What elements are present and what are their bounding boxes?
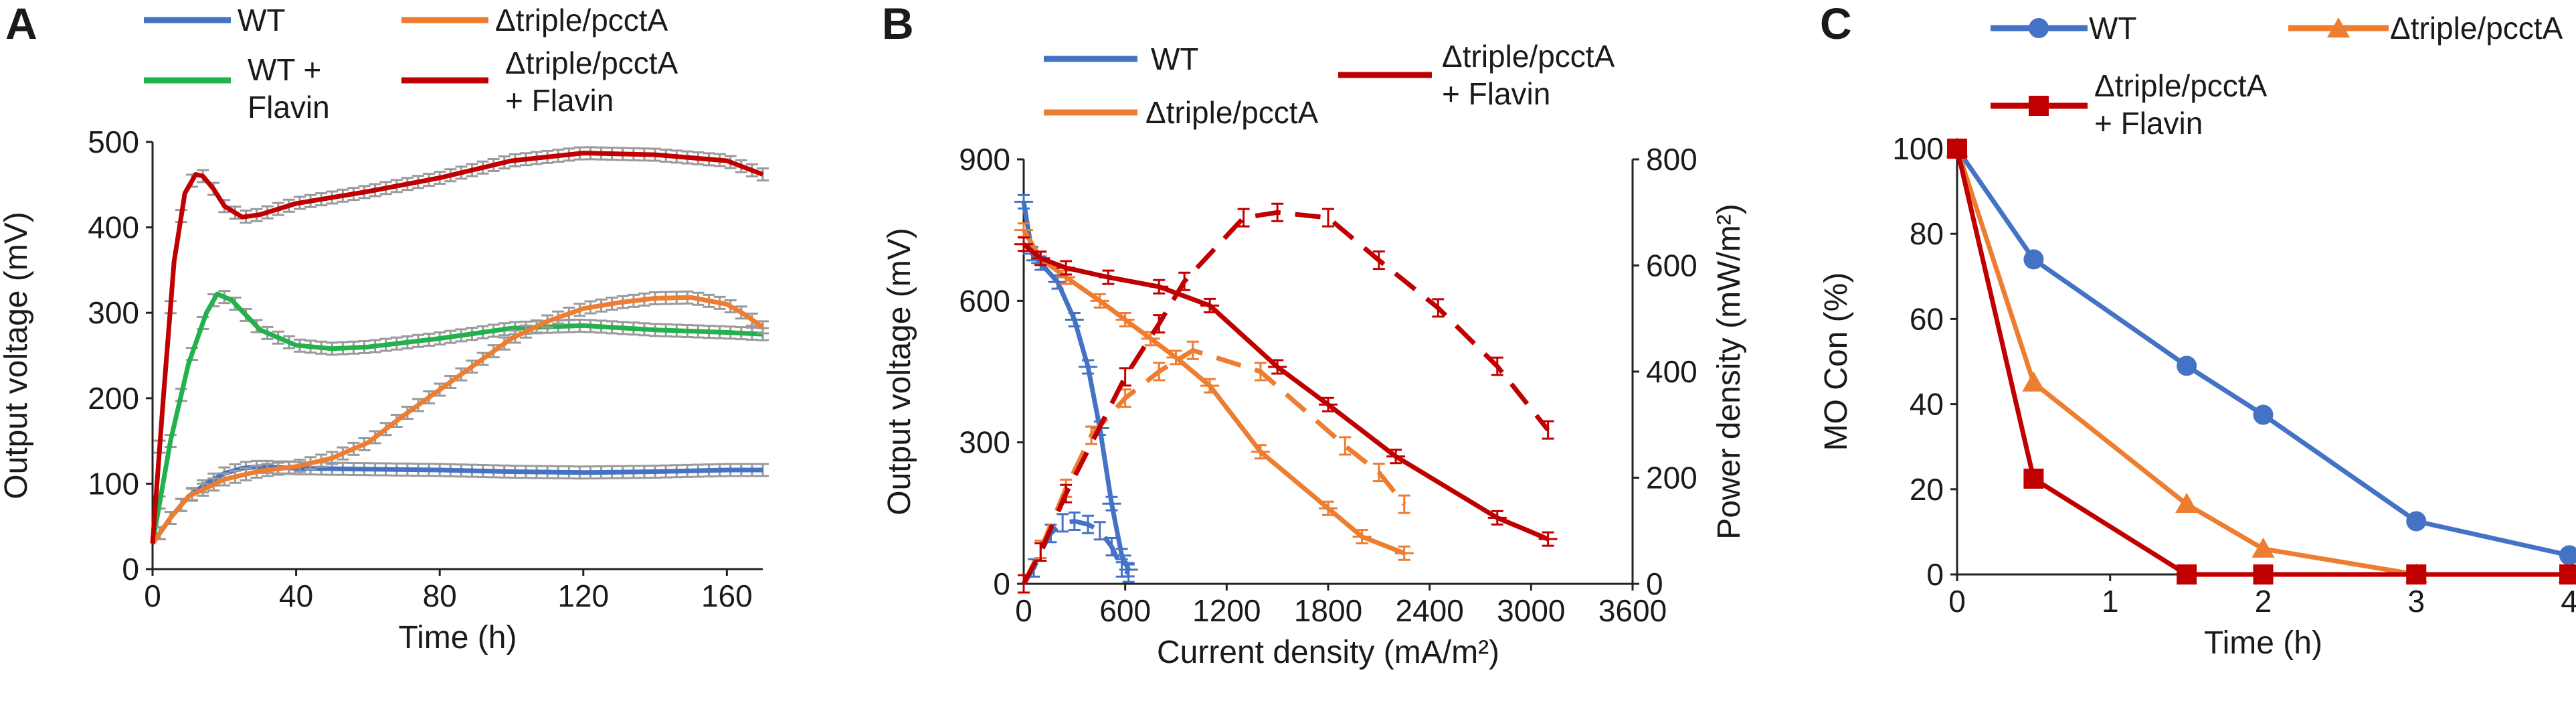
legend-c-label-dtf-1: Δtriple/pcctA [2094,68,2268,103]
y-tick-label: 0 [1926,557,1944,592]
data-point-dt [2022,371,2045,392]
y2-tick-label: 600 [1646,248,1697,283]
x-axis-title: Time (h) [399,620,517,655]
y-tick-label: 80 [1910,216,1944,251]
legend-a: WT Δtriple/pcctA WT + Flavin Δtriple/pcc… [144,3,678,125]
series-line-wt [1955,147,2570,558]
x-tick-label: 120 [557,578,609,613]
x-tick-label: 3000 [1497,593,1565,628]
data-point-wt [2253,404,2274,425]
series-line-dt [151,295,765,545]
legend-a-label-dtf-1: Δtriple/pcctA [505,46,678,80]
y2-axis-title: Power density (mW/m²) [1712,204,1747,539]
legend-b-label-dt: Δtriple/pcctA [1145,95,1319,130]
x-axis-title: Current density (mA/m²) [1157,635,1499,670]
data-point-wt [2177,356,2197,376]
x-tick-label: 1 [2102,584,2119,619]
data-point-wt [2559,545,2576,566]
x-axis-title: Time (h) [2204,625,2322,661]
y-tick-label: 600 [959,283,1010,318]
legend-b: WT Δtriple/pcctA Δtriple/pcctA + Flavin [1044,39,1615,130]
x-tick-label: 0 [1948,584,1966,619]
y-axis-title: MO Con (%) [1819,272,1854,451]
x-tick-label: 40 [279,578,313,613]
voltage-line-dtf [1022,242,1549,542]
legend-c-marker-dt [2327,17,2350,37]
legend-c-marker-wt [2029,18,2049,38]
y-tick-label: 0 [122,552,139,587]
legend-c: WT Δtriple/pcctA Δtriple/pcctA + Flavin [1991,11,2563,141]
data-point-dtf [2253,564,2274,585]
y-tick-label: 60 [1910,301,1944,336]
x-tick-label: 0 [144,578,161,613]
series-line-wtf [150,291,763,544]
x-tick-label: 1200 [1192,593,1261,628]
y-tick-label: 200 [88,381,139,416]
legend-b-label-wt: WT [1151,42,1199,76]
y-tick-label: 40 [1910,387,1944,422]
data-point-dtf [2406,564,2427,585]
legend-a-label-wtf-1: WT + [248,52,321,87]
legend-b-label-dtf-2: + Flavin [1442,76,1550,111]
panel-a-chart: 0 40 80 120 160 0 100 200 300 400 500 Time (h) Outpu… [0,125,769,655]
legend-c-marker-dtf [2029,96,2049,116]
x-tick-label: 80 [423,578,457,613]
legend-a-label-wtf-2: Flavin [248,90,330,125]
data-point-dtf [2177,564,2197,585]
legend-c-label-dt: Δtriple/pcctA [2390,11,2563,46]
panel-letter-b: B [882,0,914,48]
legend-a-label-wt: WT [238,3,286,37]
data-point-dtf [2559,564,2576,585]
series-line-dtf [1954,148,2569,577]
y-tick-label: 900 [959,142,1010,177]
legend-c-label-dtf-2: + Flavin [2094,106,2203,141]
legend-a-label-dt: Δtriple/pcctA [495,3,668,37]
panel-letter-c: C [1820,0,1852,48]
y-tick-label: 300 [88,295,139,330]
legend-a-label-dtf-2: + Flavin [505,83,614,118]
series-line-dt [1954,147,2569,577]
legend-b-label-dtf-1: Δtriple/pcctA [1442,39,1615,74]
y2-tick-label: 200 [1646,461,1697,495]
data-point-dt [2175,493,2199,514]
x-tick-label: 2 [2255,584,2272,619]
x-tick-label: 600 [1099,593,1151,628]
x-tick-label: 160 [701,578,753,613]
y2-tick-label: 0 [1646,566,1663,601]
legend-c-label-wt: WT [2089,11,2137,46]
y2-tick-label: 400 [1646,354,1697,389]
y-tick-label: 0 [993,566,1010,601]
panel-letter-a: A [5,0,37,48]
x-tick-label: 1800 [1294,593,1362,628]
y-tick-label: 400 [88,210,139,245]
y-axis-title: Output voltage (mV) [882,228,917,516]
y-tick-label: 300 [959,425,1010,460]
x-tick-label: 4 [2561,584,2576,619]
y-tick-label: 100 [1892,131,1944,166]
x-tick-label: 3600 [1598,593,1667,628]
x-tick-label: 3 [2407,584,2425,619]
panel-b-chart: 0 600 1200 1800 2400 3000 36000300600900Curren… [882,142,1747,670]
y-tick-label: 100 [88,466,139,501]
data-point-dtf [1947,139,1967,159]
y-tick-label: 20 [1910,472,1944,507]
x-tick-label: 0 [1015,593,1032,628]
x-tick-label: 2400 [1395,593,1463,628]
data-point-dtf [2023,468,2044,489]
data-point-wt [2023,249,2044,270]
data-point-wt [2406,511,2427,532]
series-line-dtf [150,151,764,544]
data-point-dt [2251,537,2275,558]
y2-tick-label: 800 [1646,142,1697,177]
power-line-dtf [1021,210,1550,585]
y-tick-label: 500 [88,125,139,159]
y-axis-title: Output voltage (mV) [0,212,34,499]
